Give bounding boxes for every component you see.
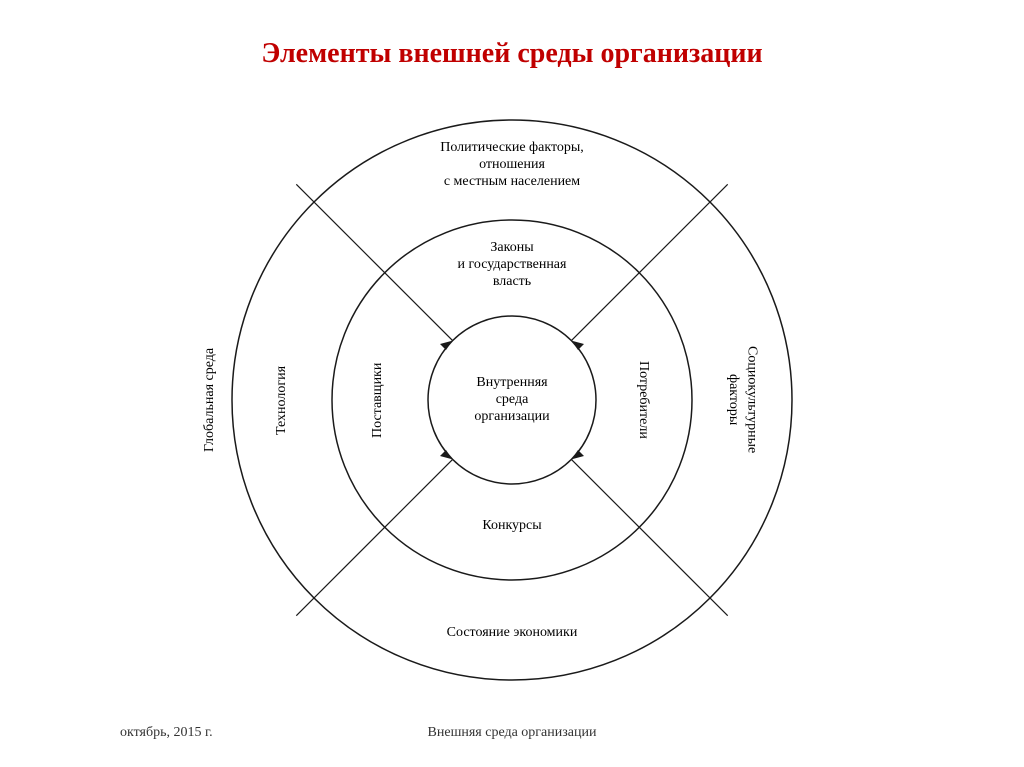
middle-left-label: Поставщики: [370, 340, 387, 460]
outer-left-label: Технология: [274, 340, 291, 460]
middle-top-label: Законы и государственная власть: [422, 240, 602, 290]
page-title: Элементы внешней среды организации: [0, 38, 1024, 70]
outer-top-label: Политические факторы, отношения с местны…: [402, 140, 622, 190]
center-label-line1: Внутренняя: [452, 375, 572, 392]
outer-top-line2: отношения: [402, 157, 622, 174]
middle-bottom-label: Конкурсы: [452, 518, 572, 535]
outer-top-line1: Политические факторы,: [402, 140, 622, 157]
outer-bottom-line1: Состояние экономики: [422, 625, 602, 642]
outer-bottom-label: Состояние экономики: [422, 625, 602, 642]
footer-caption: Внешняя среда организации: [0, 725, 1024, 741]
center-label-line3: организации: [452, 409, 572, 426]
outside-left-label: Глобальная среда: [202, 315, 219, 485]
outer-top-line3: с местным населением: [402, 174, 622, 191]
diagram: Внутренняя среда организации Законы и го…: [112, 100, 912, 700]
middle-top-line1: Законы: [422, 240, 602, 257]
middle-top-line2: и государственная: [422, 257, 602, 274]
outer-right-label: Социокультурные факторы: [724, 300, 760, 500]
middle-top-line3: власть: [422, 274, 602, 291]
outer-right-line1: Социокультурные: [744, 346, 759, 453]
center-label: Внутренняя среда организации: [452, 375, 572, 425]
middle-bottom-line1: Конкурсы: [452, 518, 572, 535]
center-label-line2: среда: [452, 392, 572, 409]
middle-right-label: Потребители: [634, 340, 651, 460]
outer-right-line2: факторы: [726, 374, 741, 425]
